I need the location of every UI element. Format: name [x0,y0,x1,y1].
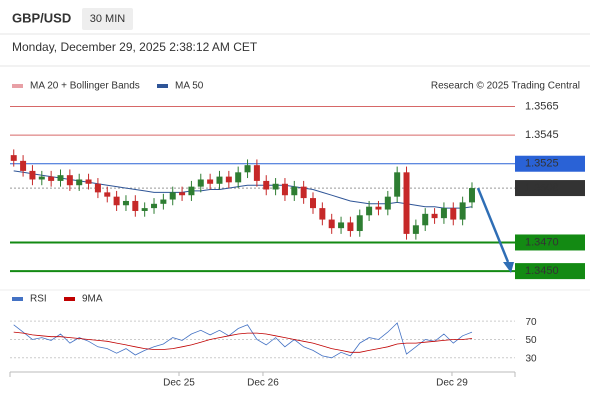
series-line [13,331,473,353]
forecast-arrowhead [503,262,514,273]
legend-swatch [12,84,23,88]
legend-label: MA 50 [175,81,204,92]
candle-body [403,172,410,234]
candle-body [20,160,27,171]
candle-body [122,200,129,206]
candle-body [216,176,223,184]
legend-swatch [64,297,75,301]
candle-body [272,183,279,190]
candle-body [38,176,45,180]
candle-body [253,165,260,181]
legend-swatch [157,84,168,88]
candle-body [179,192,186,196]
level-label: 1.3525 [525,158,559,170]
candle-body [328,219,335,229]
level-label: 1.3470 [525,236,559,248]
level-tag [515,234,585,251]
candle-body [57,175,64,181]
candle-body [169,192,176,200]
level-tag [515,155,585,172]
candle-body [113,196,120,206]
level-label: 1.3565 [525,100,559,112]
symbol: GBP/USD [12,10,71,25]
candle-body [468,188,475,203]
candle-body [338,222,345,229]
candle-body [141,208,148,211]
candle-body [10,155,17,161]
candle-body [48,176,55,181]
y-tick-label: 50 [525,335,537,346]
candle-body [263,180,270,190]
level-tag [515,180,585,197]
level-label: 1.3508 [525,182,559,194]
candle-body [66,175,73,186]
candle-body [160,199,167,204]
candle-body [281,183,288,196]
candle-body [459,202,466,220]
candle-body [394,172,401,197]
y-tick-label: 30 [525,353,537,364]
series-line [13,322,473,359]
datetime: Monday, December 29, 2025 2:38:12 AM CET [12,40,258,54]
level-label: 1.3545 [525,129,559,141]
candle-body [319,208,326,220]
timeframe: 30 MIN [90,13,126,25]
legend-label: RSI [30,294,47,305]
candle-body [375,206,382,210]
legend-swatch [12,297,23,301]
y-tick-label: 70 [525,317,537,328]
candle-body [412,225,419,234]
legend-label: 9MA [82,294,103,305]
legend-label: MA 20 + Bollinger Bands [30,81,140,92]
forecast-arrow [476,187,510,263]
candle-body [76,179,83,186]
x-tick-label: Dec 29 [436,378,468,389]
candle-body [104,192,111,197]
candle-body [431,213,438,219]
candle-body [347,222,354,232]
candle-body [132,200,139,211]
candle-body [225,176,232,183]
candle-body [207,179,214,184]
candle-body [291,186,298,196]
x-tick-label: Dec 26 [247,378,279,389]
candle-body [356,215,363,232]
level-tag [515,263,585,280]
candle-body [300,186,307,199]
candle-body [188,186,195,196]
candle-body [422,213,429,226]
timeframe-box [82,8,133,30]
candle-body [94,183,101,193]
candle-body [85,179,92,184]
candle-body [197,179,204,187]
candle-body [384,196,391,210]
candle-body [244,165,251,173]
x-tick-label: Dec 25 [163,378,195,389]
candle-body [151,203,158,209]
candle-body [29,170,36,180]
level-label: 1.3450 [525,265,559,277]
candle-body [366,206,373,216]
candle-body [235,172,242,183]
candle-body [440,208,447,219]
candle-body [450,208,457,220]
credit: Research © 2025 Trading Central [431,81,580,92]
candle-body [310,198,316,209]
